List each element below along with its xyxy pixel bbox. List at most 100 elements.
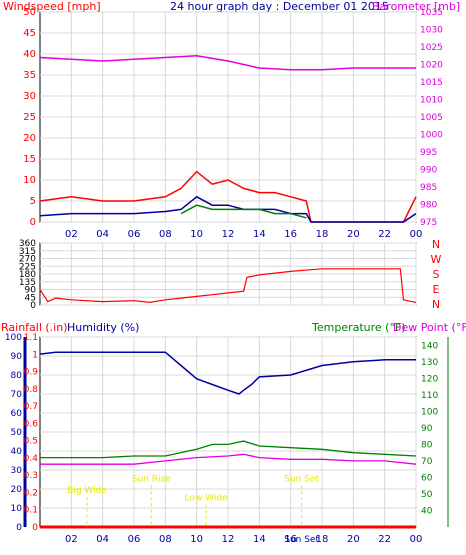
x-tick-label: 20: [347, 534, 360, 545]
y-tick-label-rainfall: 0.5: [24, 437, 38, 447]
y-tick-label-windspeed: 40: [23, 49, 36, 60]
y-tick-label-barometer: 990: [420, 166, 437, 176]
y-tick-label-rainfall: 1: [32, 350, 38, 360]
x-tick-label: 16: [284, 229, 297, 240]
y-tick-label-humidity: 70: [11, 390, 23, 400]
x-tick-label: 12: [222, 229, 235, 240]
y-tick-label-humidity: 90: [11, 352, 23, 362]
y-tick-label-rainfall: 1.1: [24, 333, 38, 343]
y-tick-label-rainfall: 0.3: [24, 471, 38, 481]
event-label: Low Wide: [185, 493, 228, 503]
y-tick-label-windspeed: 10: [23, 175, 36, 186]
x-tick-label: 12: [222, 534, 235, 545]
x-tick-label: 22: [378, 534, 391, 545]
x-tick-label: 02: [65, 534, 78, 545]
event-label: Big Wide: [67, 486, 107, 496]
y-tick-label-humidity: 0: [16, 523, 22, 533]
y-tick-label-direction: 45: [25, 293, 36, 303]
y-tick-label-barometer: 1025: [420, 43, 443, 53]
y-tick-label-temperature: 100: [421, 407, 438, 417]
y-tick-label-rainfall: 0.2: [24, 488, 38, 498]
y-tick-label-windspeed: 35: [23, 70, 36, 81]
x-tick-label: 22: [378, 229, 391, 240]
x-tick-label: 04: [96, 534, 109, 545]
panel-3-series: [39, 351, 417, 529]
x-overlay-label: Sun Set: [284, 535, 319, 545]
y-tick-label-temperature: 70: [421, 457, 433, 467]
y-tick-label-rainfall: 0.7: [24, 402, 38, 412]
x-tick-label: 04: [96, 229, 109, 240]
compass-label: N: [432, 238, 440, 251]
y-tick-label-direction: 225: [19, 262, 36, 272]
y-tick-label-barometer: 1010: [420, 96, 443, 106]
y-tick-label-direction: 180: [19, 270, 36, 280]
x-tick-label: 14: [253, 229, 266, 240]
series-line: [39, 55, 416, 71]
panel-1-left-ticks: 0 5 10 15 20 25 30 35 40 45 50: [23, 7, 36, 228]
y-tick-label-barometer: 995: [420, 148, 437, 158]
y-tick-label-rainfall: 0.6: [24, 419, 39, 429]
y-tick-label-barometer: 1035: [420, 8, 443, 18]
windspeed-label: Windspeed [mph]: [3, 0, 101, 13]
y-tick-label-barometer: 1015: [420, 78, 443, 88]
panel-1-x-ticks: 02 04 06 08 10 12 14 16 18 20 22 00: [65, 229, 422, 240]
panel-1-grid: [40, 11, 417, 223]
panel-3-x-ticks: 02 04 06 08 10 12 14 16 18 20 22 00 Sun Set: [65, 534, 422, 545]
y-tick-label-direction: 270: [19, 255, 36, 265]
panel-2-series: [39, 268, 417, 304]
x-tick-label: 08: [159, 534, 172, 545]
x-tick-label: 06: [128, 229, 141, 240]
y-tick-label-humidity: 100: [5, 333, 22, 343]
y-tick-label-rainfall: 0.9: [24, 368, 39, 378]
y-tick-label-rainfall: 0: [32, 523, 38, 533]
compass-label: N: [432, 298, 440, 311]
panel-2-grid: [40, 242, 417, 306]
y-tick-label-barometer: 1020: [420, 61, 443, 71]
x-tick-label: 16: [284, 534, 297, 545]
y-tick-label-temperature: 90: [421, 424, 433, 434]
series-line: [39, 195, 417, 223]
y-tick-label-temperature: 60: [421, 473, 433, 483]
panel-3-events: Big Wide Sun Rise Low Wide Sun Set: [67, 474, 319, 527]
x-tick-label: 00: [410, 534, 423, 545]
y-tick-label-rainfall: 0.1: [24, 506, 38, 516]
y-tick-label-temperature: 80: [421, 440, 433, 450]
series-line: [39, 268, 417, 304]
y-tick-label-humidity: 20: [11, 485, 23, 495]
y-tick-label-windspeed: 15: [23, 154, 36, 165]
y-tick-label-windspeed: 0: [30, 217, 36, 228]
chart-title: 24 hour graph day : December 01 2015: [170, 0, 389, 13]
series-line: [40, 453, 417, 465]
x-tick-label: 10: [190, 534, 203, 545]
x-tick-label: 06: [128, 534, 141, 545]
y-tick-label-direction: 0: [30, 301, 36, 311]
y-tick-label-humidity: 10: [11, 504, 23, 514]
y-tick-label-humidity: 40: [11, 447, 23, 457]
series-line: [39, 170, 417, 223]
y-tick-label-windspeed: 50: [23, 7, 36, 18]
compass-label: S: [433, 268, 440, 281]
y-tick-label-barometer: 1005: [420, 113, 443, 123]
x-tick-label: 20: [347, 229, 360, 240]
y-tick-label-humidity: 60: [11, 409, 23, 419]
y-tick-label-temperature: 50: [421, 490, 433, 500]
panel-1-right-ticks: 975 980 985 990 995 1000 1005 1010 1015 1020 1025 1…: [420, 8, 443, 228]
y-tick-label-temperature: 110: [421, 391, 438, 401]
panel-3-left-axis: 0 10 20 30 40 50 60 70 80 90 100 1.1 1 0.9 0.8 0.7 0.6 0.…: [5, 333, 38, 533]
y-tick-label-temperature: 40: [421, 506, 433, 516]
y-tick-label-windspeed: 25: [23, 112, 36, 123]
event-label: Sun Rise: [132, 474, 171, 484]
y-tick-label-direction: 135: [19, 278, 36, 288]
y-tick-label-temperature: 140: [421, 341, 438, 351]
humidity-label: Humidity (%): [67, 321, 139, 334]
compass-label: W: [431, 253, 442, 266]
dewpoint-label: Dew Point (°F): [393, 321, 466, 334]
y-tick-label-rainfall: 0.8: [24, 385, 39, 395]
y-tick-label-temperature: 130: [421, 358, 438, 368]
y-tick-label-barometer: 1000: [420, 131, 443, 141]
